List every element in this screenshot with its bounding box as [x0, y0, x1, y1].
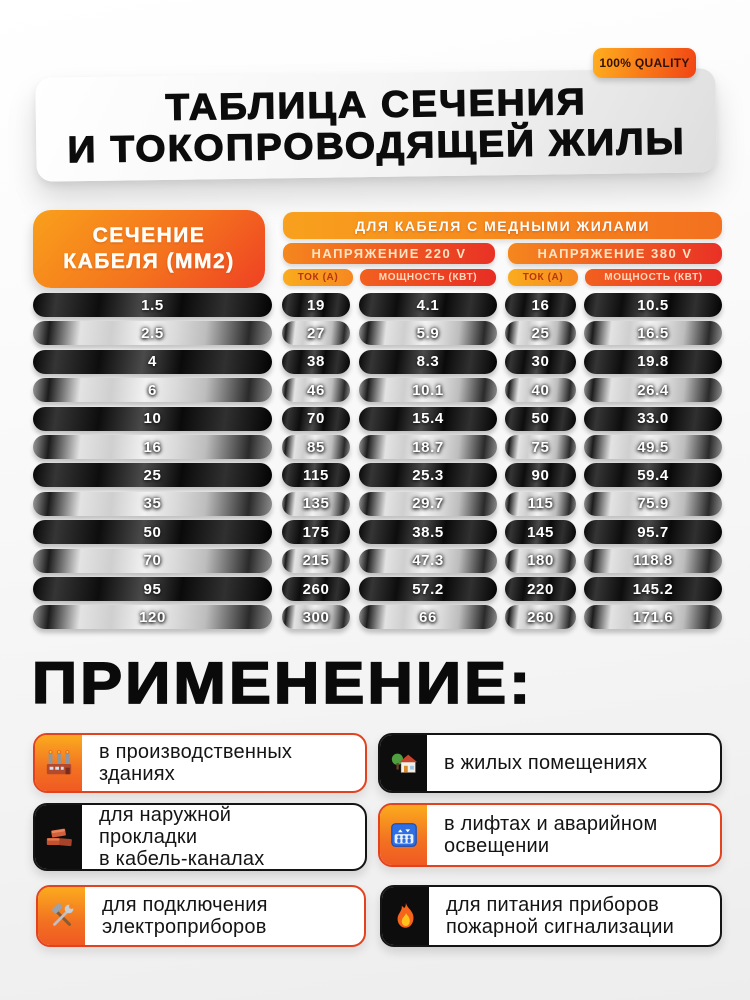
table-cell-value: 90	[505, 463, 576, 488]
table-cell-value: 47.3	[359, 548, 497, 573]
applications-heading: ПРИМЕНЕНИЕ:	[31, 650, 534, 717]
table-cell-value: 300	[282, 605, 350, 630]
factory-icon	[35, 735, 82, 791]
power-column-header-380: МОЩНОСТЬ (КВТ)	[585, 269, 722, 286]
bricks-icon	[35, 805, 82, 869]
table-cell-value: 115	[282, 463, 350, 488]
voltage-380-header: НАПРЯЖЕНИЕ 380 V	[508, 243, 722, 264]
table-cell-value: 75	[505, 435, 576, 459]
table-cell-value: 175	[282, 520, 350, 545]
table-cell-value: 215	[282, 548, 350, 573]
table-cell-section: 35	[33, 491, 272, 516]
app-card-label: в жилых помещениях	[444, 752, 648, 774]
fire-icon	[382, 887, 429, 945]
table-cell-value: 18.7	[359, 435, 497, 459]
app-card-label: для подключения электроприборов	[102, 894, 268, 938]
table-cell-value: 171.6	[584, 605, 722, 630]
table-cell-value: 50	[505, 406, 576, 431]
table-cell-value: 135	[282, 491, 350, 516]
table-cell-value: 260	[505, 605, 576, 630]
quality-badge: 100% QUALITY	[593, 48, 696, 78]
app-card-fire-alarm: для питания приборов пожарной сигнализац…	[380, 885, 722, 947]
table-cell-value: 33.0	[584, 406, 722, 431]
table-cell-value: 46	[282, 378, 350, 403]
section-header-line-1: СЕЧЕНИЕ	[92, 224, 206, 248]
app-card-label: для наружной прокладки в кабель-каналах	[99, 804, 265, 870]
table-cell-section: 10	[33, 406, 272, 431]
table-cell-value: 180	[505, 548, 576, 573]
table-cell-value: 38.5	[359, 520, 497, 545]
tools-icon	[38, 887, 85, 945]
copper-cable-header: ДЛЯ КАБЕЛЯ С МЕДНЫМИ ЖИЛАМИ	[283, 212, 722, 239]
table-cell-value: 59.4	[584, 463, 722, 488]
app-card-industrial-buildings: в производственных зданиях	[33, 733, 367, 793]
table-cell-section: 120	[33, 605, 272, 630]
table-cell-value: 57.2	[359, 577, 497, 601]
table-cell-value: 19.8	[584, 349, 722, 374]
elevator-icon	[380, 805, 427, 865]
table-cell-value: 4.1	[359, 293, 497, 317]
page-title: ТАБЛИЦА СЕЧЕНИЯ И ТОКОПРОВОДЯЩЕЙ ЖИЛЫ	[66, 79, 686, 171]
section-header-line-2: КАБЕЛЯ (ММ2)	[63, 250, 235, 273]
section-header-card: СЕЧЕНИЕ КАБЕЛЯ (ММ2)	[33, 210, 265, 288]
table-cell-value: 29.7	[359, 491, 497, 516]
table-cell-value: 49.5	[584, 435, 722, 459]
table-cell-section: 50	[33, 520, 272, 545]
table-cell-value: 16.5	[584, 321, 722, 346]
table-cell-value: 8.3	[359, 349, 497, 374]
app-card-label: в лифтах и аварийном освещении	[444, 813, 658, 857]
table-cell-value: 220	[505, 577, 576, 601]
table-cell-section: 16	[33, 435, 272, 459]
table-cell-section: 70	[33, 548, 272, 573]
current-column-header-220: ТОК (А)	[283, 269, 353, 286]
app-card-label: для питания приборов пожарной сигнализац…	[446, 894, 675, 938]
table-cell-value: 66	[359, 605, 497, 630]
table-cell-value: 25	[505, 321, 576, 346]
table-cell-value: 145.2	[584, 577, 722, 601]
table-cell-value: 95.7	[584, 520, 722, 545]
table-cell-value: 75.9	[584, 491, 722, 516]
table-cell-value: 25.3	[359, 463, 497, 488]
table-cell-section: 6	[33, 378, 272, 403]
table-cell-section: 25	[33, 463, 272, 488]
table-cell-value: 19	[282, 293, 350, 317]
house-icon	[380, 735, 427, 791]
table-cell-value: 115	[505, 491, 576, 516]
table-cell-value: 26.4	[584, 378, 722, 403]
table-cell-value: 27	[282, 321, 350, 346]
table-cell-value: 10.1	[359, 378, 497, 403]
app-card-elevators-emergency-lighting: в лифтах и аварийном освещении	[378, 803, 722, 867]
app-card-residential: в жилых помещениях	[378, 733, 722, 793]
table-cell-value: 145	[505, 520, 576, 545]
table-cell-value: 70	[282, 406, 350, 431]
table-cell-value: 260	[282, 577, 350, 601]
app-card-label: в производственных зданиях	[99, 741, 293, 785]
table-cell-value: 38	[282, 349, 350, 374]
table-cell-section: 4	[33, 349, 272, 374]
table-cell-value: 118.8	[584, 548, 722, 573]
table-cell-value: 16	[505, 293, 576, 317]
table-cell-value: 40	[505, 378, 576, 403]
table-cell-section: 1.5	[33, 293, 272, 317]
table-cell-value: 10.5	[584, 293, 722, 317]
table-cell-value: 30	[505, 349, 576, 374]
page-title-line-2: И ТОКОПРОВОДЯЩЕЙ ЖИЛЫ	[66, 120, 686, 171]
table-cell-section: 95	[33, 577, 272, 601]
table-cell-value: 15.4	[359, 406, 497, 431]
table-cell-value: 85	[282, 435, 350, 459]
current-column-header-380: ТОК (А)	[508, 269, 578, 286]
voltage-220-header: НАПРЯЖЕНИЕ 220 V	[283, 243, 495, 264]
table-cell-value: 5.9	[359, 321, 497, 346]
app-card-electrical-appliances: для подключения электроприборов	[36, 885, 366, 947]
table-cell-section: 2.5	[33, 321, 272, 346]
title-card: ТАБЛИЦА СЕЧЕНИЯ И ТОКОПРОВОДЯЩЕЙ ЖИЛЫ	[35, 68, 717, 182]
app-card-outdoor-cable-channels: для наружной прокладки в кабель-каналах	[33, 803, 367, 871]
power-column-header-220: МОЩНОСТЬ (КВТ)	[360, 269, 496, 286]
